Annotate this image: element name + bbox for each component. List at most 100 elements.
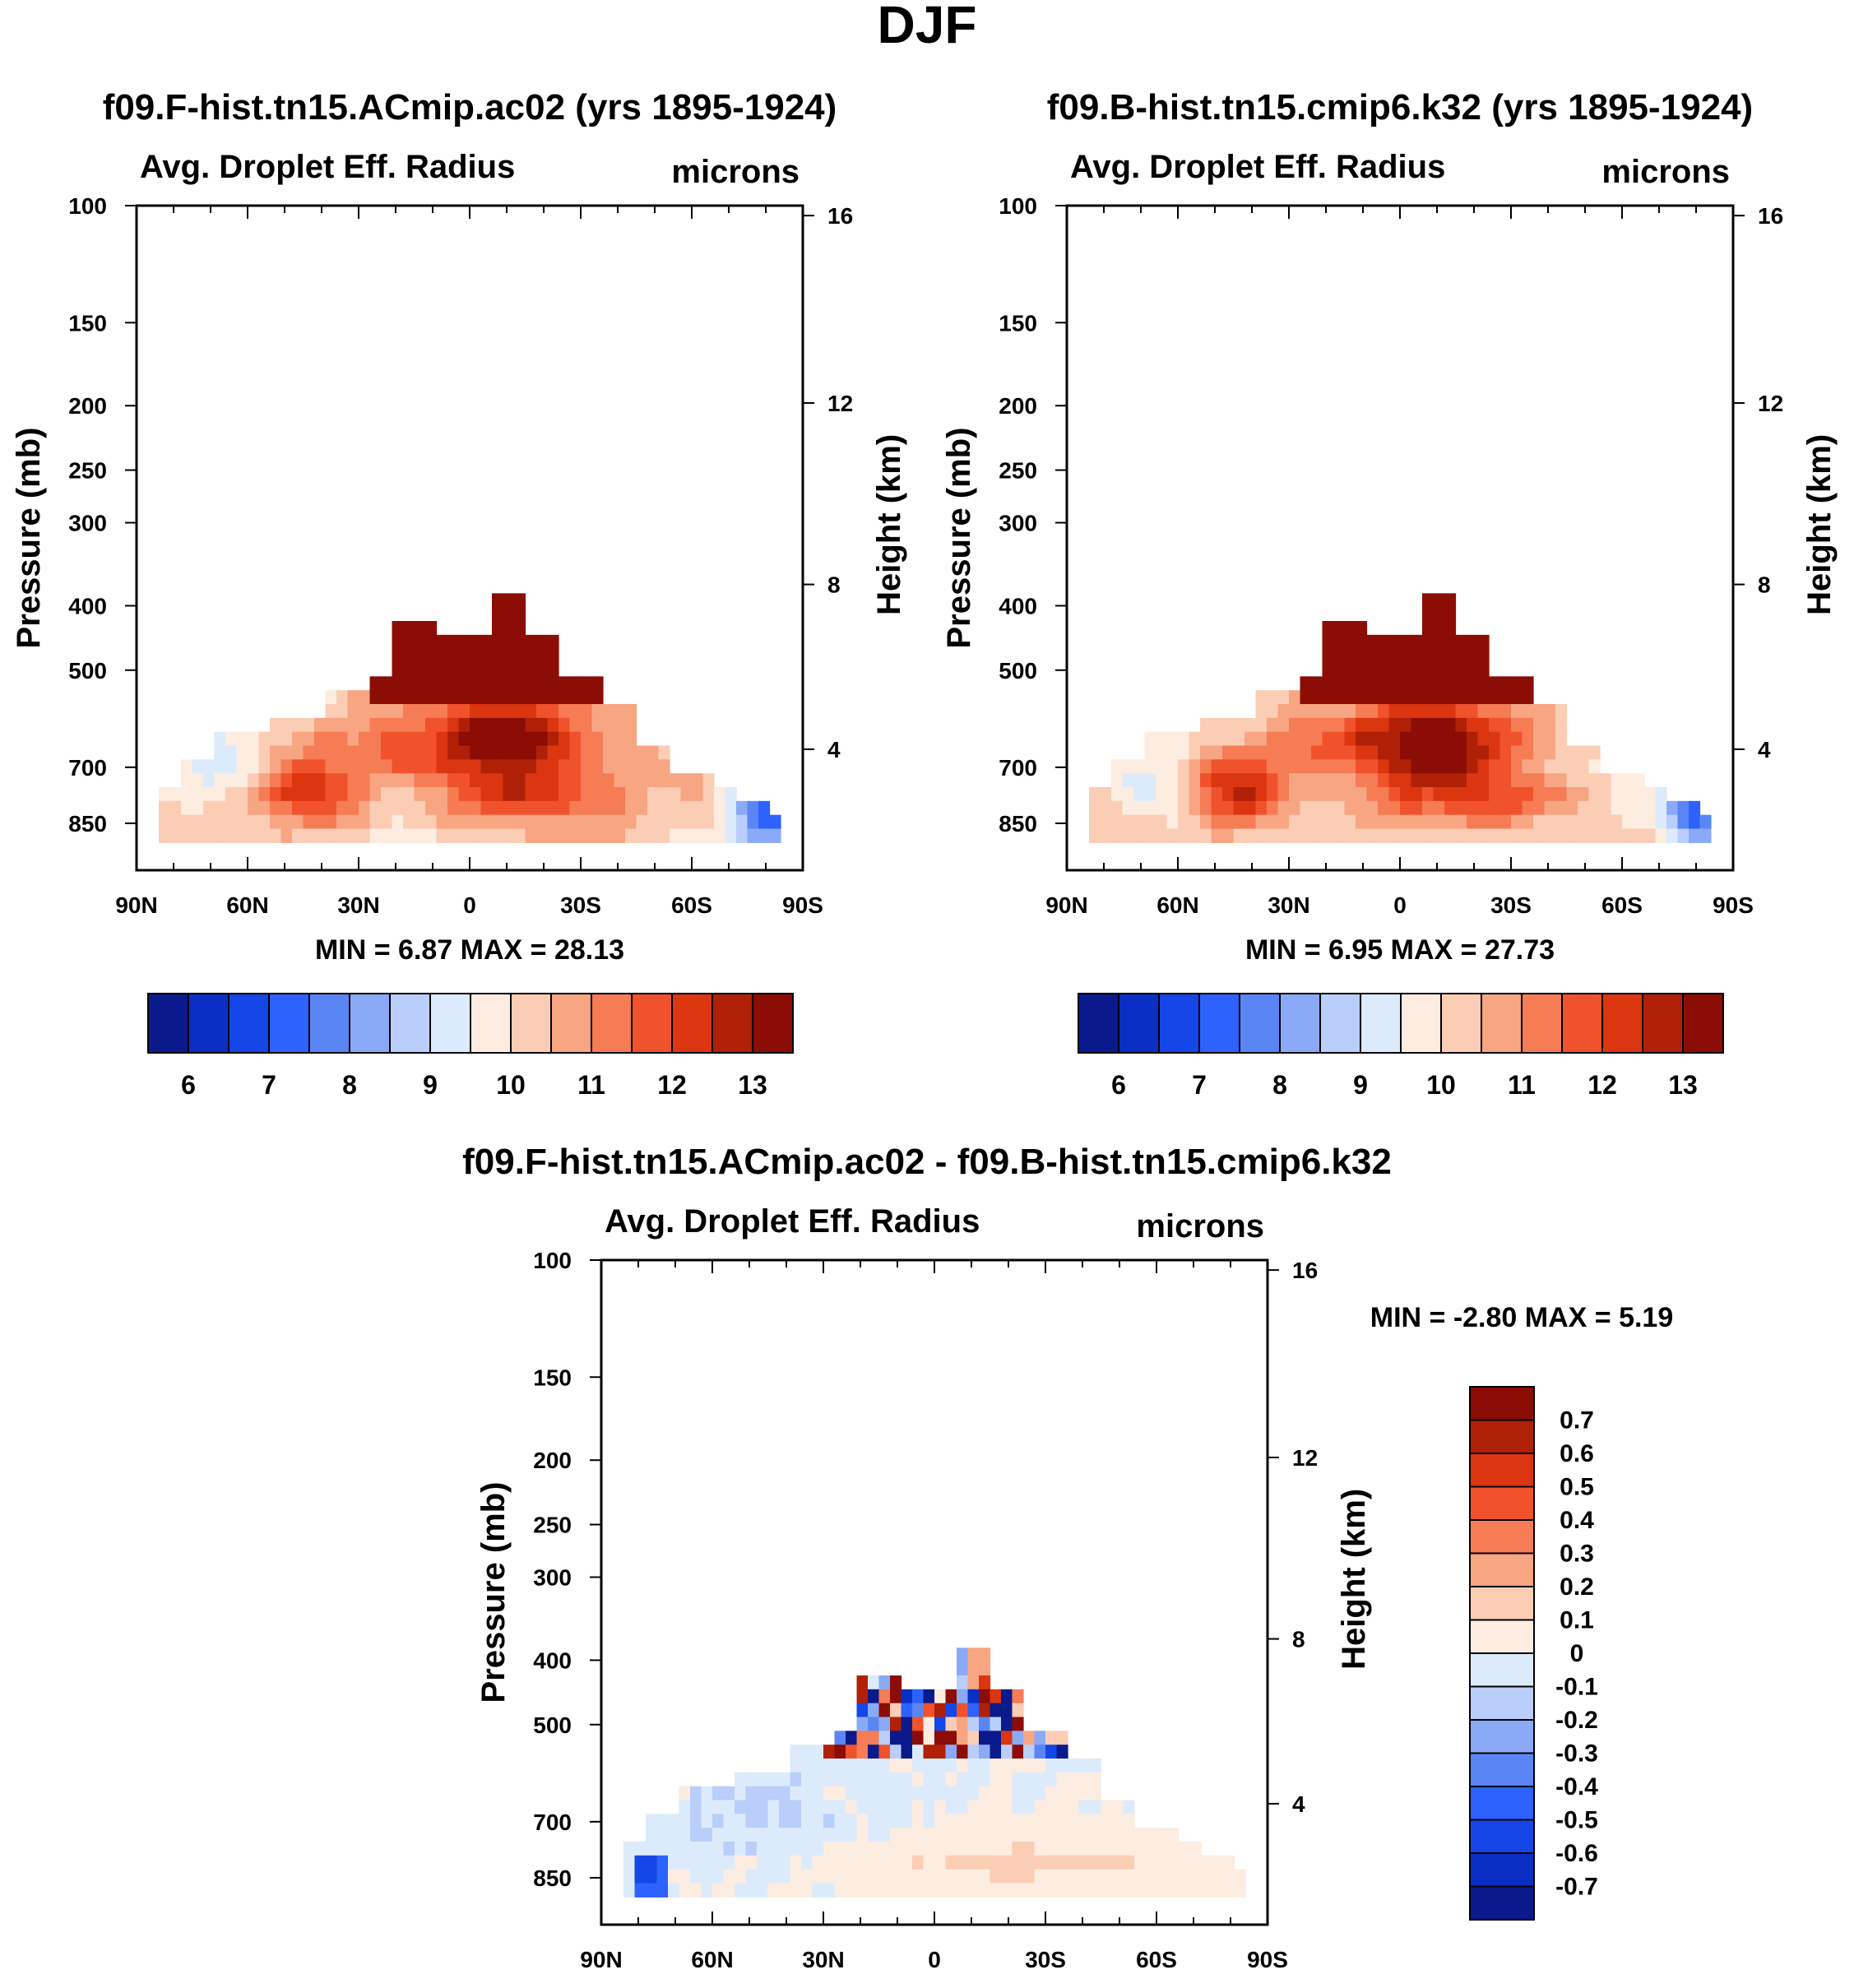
contour-cell bbox=[901, 1842, 913, 1856]
contour-cell bbox=[159, 828, 171, 843]
contour-cell bbox=[1322, 787, 1334, 802]
contour-cell bbox=[1233, 773, 1245, 788]
contour-cell bbox=[679, 1883, 691, 1898]
contour-cell bbox=[1433, 731, 1445, 747]
contour-cell bbox=[1699, 828, 1712, 843]
contour-cell bbox=[414, 690, 426, 705]
contour-cell bbox=[447, 704, 460, 719]
contour-cell bbox=[1378, 717, 1390, 733]
contour-cell bbox=[280, 731, 293, 747]
contour-cell bbox=[381, 828, 393, 843]
contour-cell bbox=[1400, 717, 1412, 733]
contour-cell bbox=[514, 787, 526, 802]
contour-cell bbox=[425, 648, 438, 664]
contour-cell bbox=[1378, 704, 1390, 719]
contour-cell bbox=[436, 814, 448, 830]
contour-cell bbox=[1422, 648, 1435, 664]
contour-cell bbox=[990, 1883, 1002, 1898]
contour-cell bbox=[458, 745, 470, 760]
colorbar-label: -0.5 bbox=[1555, 1807, 1598, 1834]
contour-cell bbox=[1045, 1842, 1058, 1856]
contour-cell bbox=[1433, 787, 1445, 802]
contour-cell bbox=[1156, 759, 1168, 774]
contour-cell bbox=[1366, 800, 1379, 816]
colorbar-swatch bbox=[429, 993, 471, 1054]
contour-cell bbox=[1023, 1869, 1036, 1884]
contour-cell bbox=[990, 1717, 1002, 1731]
y-tick-label: 100 bbox=[533, 1248, 572, 1273]
contour-cell bbox=[581, 704, 593, 719]
contour-cell bbox=[979, 1800, 991, 1814]
contour-cell bbox=[1244, 828, 1257, 843]
contour-cell bbox=[303, 717, 315, 733]
colorbar-label: -0.6 bbox=[1555, 1840, 1598, 1867]
contour-cell bbox=[547, 745, 559, 760]
contour-cell bbox=[668, 1883, 680, 1898]
contour-cell bbox=[1422, 759, 1435, 774]
contour-cell bbox=[934, 1828, 947, 1842]
contour-cell bbox=[692, 787, 704, 802]
contour-cell bbox=[414, 676, 426, 691]
contour-cell bbox=[403, 814, 415, 830]
contour-cell bbox=[392, 676, 404, 691]
contour-cell bbox=[890, 1703, 902, 1718]
contour-cell bbox=[712, 1828, 725, 1842]
contour-cell bbox=[1122, 773, 1134, 788]
contour-cell bbox=[1622, 800, 1634, 816]
contour-cell bbox=[1444, 593, 1457, 608]
contour-cell bbox=[767, 1800, 780, 1814]
contour-cell bbox=[1078, 1828, 1091, 1842]
contour-cell bbox=[325, 731, 337, 747]
contour-cell bbox=[967, 1828, 980, 1842]
contour-cell bbox=[525, 648, 537, 664]
contour-cell bbox=[336, 704, 349, 719]
contour-cell bbox=[868, 1786, 880, 1801]
contour-cell bbox=[236, 814, 248, 830]
contour-cell bbox=[1378, 745, 1390, 760]
contour-cell bbox=[1356, 731, 1368, 747]
contour-cell bbox=[436, 648, 448, 664]
contour-cell bbox=[414, 662, 426, 677]
contour-cell bbox=[403, 690, 415, 705]
contour-cell bbox=[603, 773, 615, 788]
contour-cell bbox=[458, 634, 470, 650]
contour-cell bbox=[934, 1855, 947, 1870]
contour-cell bbox=[1189, 814, 1201, 830]
contour-cell bbox=[856, 1786, 869, 1801]
contour-cell bbox=[1533, 787, 1546, 802]
contour-cell bbox=[492, 662, 504, 677]
contour-cell bbox=[890, 1689, 902, 1704]
contour-cell bbox=[890, 1883, 902, 1898]
contour-cell bbox=[414, 759, 426, 774]
contour-cell bbox=[647, 814, 660, 830]
contour-cell bbox=[735, 1772, 747, 1787]
contour-cell bbox=[414, 634, 426, 650]
contour-cell bbox=[1622, 787, 1634, 802]
contour-cell bbox=[934, 1786, 947, 1801]
contour-cell bbox=[834, 1855, 846, 1870]
contour-cell bbox=[990, 1814, 1002, 1828]
contour-cell bbox=[1123, 1828, 1135, 1842]
contour-cell bbox=[325, 814, 337, 830]
contour-cell bbox=[967, 1772, 980, 1787]
contour-cell bbox=[392, 773, 404, 788]
contour-cell bbox=[1633, 800, 1645, 816]
contour-cell bbox=[1289, 690, 1301, 705]
contour-cell bbox=[1322, 662, 1334, 677]
contour-cell bbox=[979, 1786, 991, 1801]
contour-cell bbox=[923, 1689, 935, 1704]
contour-cell bbox=[470, 773, 482, 788]
contour-cell bbox=[934, 1772, 947, 1787]
contour-cell bbox=[525, 773, 537, 788]
contour-cell bbox=[1533, 828, 1546, 843]
contour-cell bbox=[480, 814, 493, 830]
x-tick-label: 30S bbox=[560, 892, 601, 918]
contour-cell bbox=[723, 1800, 735, 1814]
contour-cell bbox=[503, 634, 515, 650]
contour-cell bbox=[1433, 690, 1445, 705]
contour-cell bbox=[1544, 717, 1556, 733]
contour-cell bbox=[647, 759, 660, 774]
contour-cell bbox=[1489, 676, 1501, 691]
contour-cell bbox=[292, 787, 304, 802]
colorbar-label: 0.3 bbox=[1560, 1541, 1594, 1568]
